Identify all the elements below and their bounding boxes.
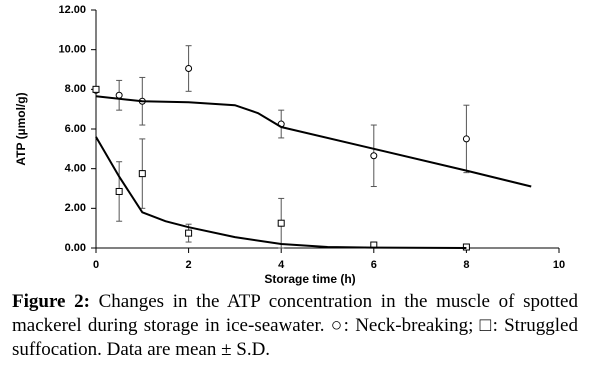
x-tick-label: 0	[93, 259, 99, 271]
chart: ATP (µmol/g) Storage time (h) 0.00 2.00 4.…	[14, 4, 565, 286]
y-tick-label: 8.00	[65, 83, 86, 95]
fit-curve	[95, 95, 532, 188]
y-tick-label: 4.00	[65, 163, 86, 175]
point	[115, 91, 123, 99]
fit-curve	[95, 136, 467, 249]
x-tick-label: 2	[186, 259, 192, 271]
point	[185, 229, 193, 237]
y-tick-label: 10.00	[58, 44, 86, 56]
point	[138, 170, 146, 178]
y-tick-label: 0.00	[65, 242, 86, 254]
point	[462, 135, 470, 143]
y-axis-title: ATP (µmol/g)	[14, 92, 28, 165]
caption: Figure 2: Changes in the ATP concentrati…	[12, 290, 578, 362]
y-tick-label: 6.00	[65, 123, 86, 135]
x-tick-label: 10	[553, 259, 565, 271]
x-tick-label: 4	[278, 259, 285, 271]
point	[370, 152, 378, 160]
point	[277, 219, 285, 227]
x-tick-label: 8	[463, 259, 469, 271]
x-tick-label: 6	[371, 259, 377, 271]
point	[92, 85, 100, 93]
caption-text: Changes in the ATP concentration in the …	[12, 291, 578, 360]
y-tick-label: 12.00	[58, 4, 86, 16]
point	[185, 65, 193, 73]
x-axis-title: Storage time (h)	[264, 272, 355, 286]
y-tick-label: 2.00	[65, 202, 86, 214]
caption-label: Figure 2:	[12, 291, 90, 312]
point	[115, 187, 123, 195]
